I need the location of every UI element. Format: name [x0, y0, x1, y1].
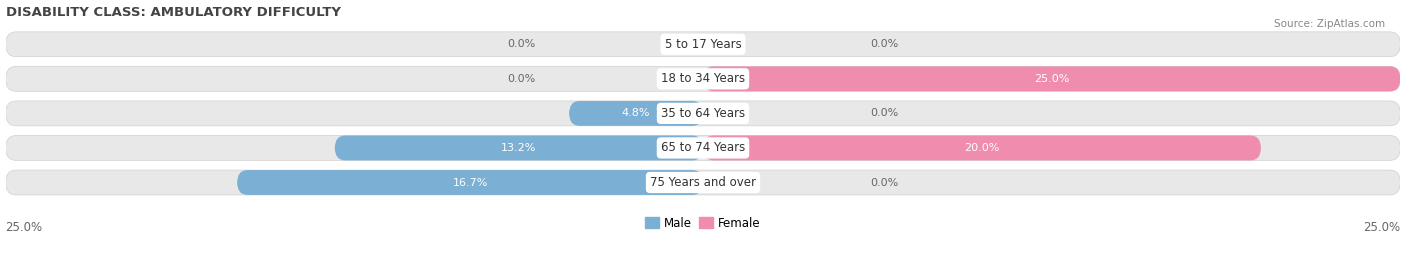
FancyBboxPatch shape	[6, 170, 1400, 195]
Text: 25.0%: 25.0%	[6, 221, 42, 234]
FancyBboxPatch shape	[238, 170, 703, 195]
Text: 0.0%: 0.0%	[508, 39, 536, 49]
Text: DISABILITY CLASS: AMBULATORY DIFFICULTY: DISABILITY CLASS: AMBULATORY DIFFICULTY	[6, 6, 340, 18]
Text: 0.0%: 0.0%	[870, 39, 898, 49]
FancyBboxPatch shape	[6, 32, 1400, 57]
FancyBboxPatch shape	[703, 136, 1261, 160]
FancyBboxPatch shape	[6, 66, 1400, 91]
Text: 0.0%: 0.0%	[870, 177, 898, 188]
Text: 13.2%: 13.2%	[501, 143, 537, 153]
Text: 16.7%: 16.7%	[453, 177, 488, 188]
Text: 20.0%: 20.0%	[965, 143, 1000, 153]
Text: 35 to 64 Years: 35 to 64 Years	[661, 107, 745, 120]
Text: 0.0%: 0.0%	[870, 108, 898, 118]
FancyBboxPatch shape	[335, 136, 703, 160]
Text: 18 to 34 Years: 18 to 34 Years	[661, 72, 745, 85]
FancyBboxPatch shape	[569, 101, 703, 126]
Text: 75 Years and over: 75 Years and over	[650, 176, 756, 189]
Text: 4.8%: 4.8%	[621, 108, 651, 118]
Text: Source: ZipAtlas.com: Source: ZipAtlas.com	[1274, 19, 1385, 29]
FancyBboxPatch shape	[6, 101, 1400, 126]
Text: 5 to 17 Years: 5 to 17 Years	[665, 38, 741, 51]
FancyBboxPatch shape	[703, 66, 1400, 91]
Text: 25.0%: 25.0%	[1364, 221, 1400, 234]
Text: 65 to 74 Years: 65 to 74 Years	[661, 142, 745, 154]
Text: 0.0%: 0.0%	[508, 74, 536, 84]
FancyBboxPatch shape	[6, 136, 1400, 160]
Legend: Male, Female: Male, Female	[641, 212, 765, 234]
Text: 25.0%: 25.0%	[1033, 74, 1070, 84]
